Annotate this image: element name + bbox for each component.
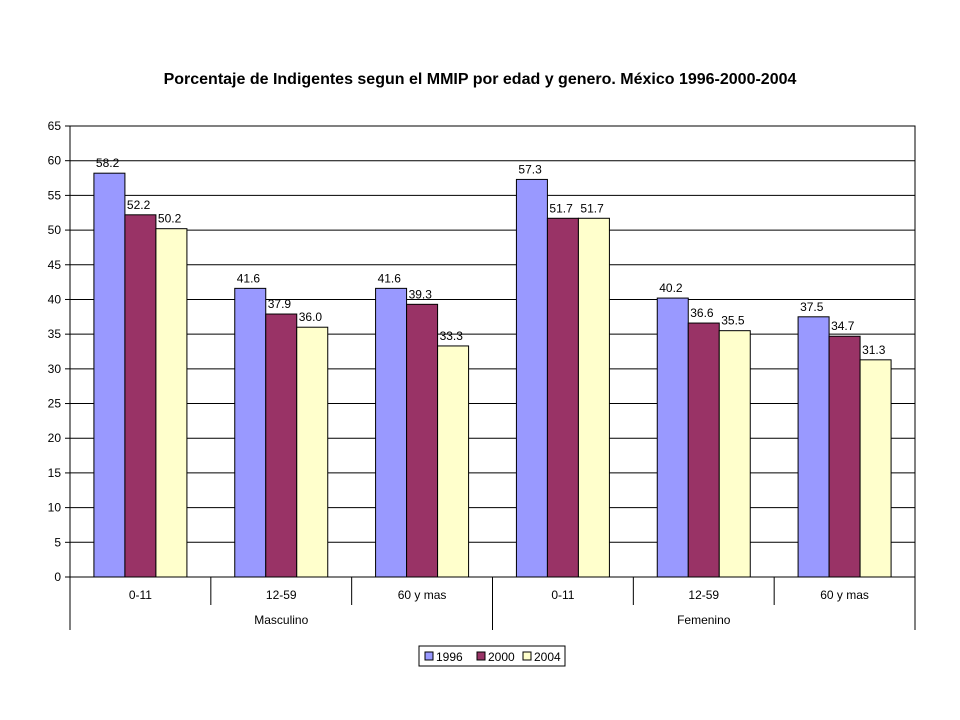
- bar-2004: [296, 326, 329, 578]
- bar-2004: [577, 217, 610, 578]
- data-label: 41.6: [237, 271, 261, 285]
- legend-swatch-1996: [424, 651, 434, 661]
- y-tick-label: 60: [48, 154, 62, 168]
- bar-2000: [406, 303, 439, 578]
- legend-label: 2004: [534, 650, 561, 664]
- data-label: 37.5: [800, 300, 824, 314]
- x-category-label: 0-11: [129, 588, 152, 602]
- bar-1996: [515, 178, 548, 578]
- x-category-label: 0-11: [551, 588, 574, 602]
- x-group-label: Masculino: [254, 613, 308, 627]
- data-label: 57.3: [518, 162, 542, 176]
- data-label: 36.0: [299, 310, 323, 324]
- data-label: 41.6: [378, 271, 402, 285]
- bar-1996: [93, 172, 126, 578]
- x-category-label: 12-59: [266, 588, 297, 602]
- data-label: 51.7: [549, 201, 573, 215]
- y-tick-label: 40: [48, 292, 62, 306]
- data-label: 50.2: [158, 212, 182, 226]
- y-tick-label: 50: [48, 223, 62, 237]
- bar-1996: [234, 287, 267, 578]
- y-tick-label: 30: [48, 362, 62, 376]
- bar-1996: [375, 287, 408, 578]
- bar-2000: [124, 214, 157, 578]
- y-tick-label: 5: [54, 535, 61, 549]
- plot-area: 0 5 10 15 20 25 30 35 40 45 50 55 60 65 58.2 52.2 50.2 41…: [48, 119, 916, 584]
- bar-2004: [718, 330, 751, 578]
- data-label: 51.7: [580, 201, 604, 215]
- data-label: 36.6: [690, 306, 714, 320]
- y-tick-label: 20: [48, 431, 62, 445]
- data-label: 39.3: [409, 287, 433, 301]
- bar-2004: [437, 345, 470, 578]
- data-label: 58.2: [96, 156, 120, 170]
- y-tick-label: 35: [48, 327, 62, 341]
- y-tick-label: 45: [48, 258, 62, 272]
- data-label: 40.2: [659, 281, 683, 295]
- plot-background: [69, 125, 916, 578]
- bar-2004: [859, 359, 892, 578]
- data-label: 35.5: [721, 314, 745, 328]
- legend-swatch-2000: [476, 651, 486, 661]
- bar-2004: [155, 228, 188, 578]
- bar-1996: [797, 316, 830, 578]
- y-tick-label: 25: [48, 397, 62, 411]
- x-category-label: 12-59: [688, 588, 719, 602]
- bar-2000: [546, 217, 579, 578]
- data-label: 33.3: [440, 329, 464, 343]
- bar-2000: [828, 335, 861, 578]
- y-tick-label: 15: [48, 466, 62, 480]
- data-label: 37.9: [268, 297, 292, 311]
- legend-label: 2000: [488, 650, 515, 664]
- x-category-label: 60 y mas: [398, 588, 447, 602]
- y-tick-label: 55: [48, 188, 62, 202]
- data-label: 31.3: [862, 343, 886, 357]
- legend-label: 1996: [436, 650, 463, 664]
- data-label: 52.2: [127, 198, 151, 212]
- x-category-label: 60 y mas: [820, 588, 869, 602]
- legend-swatch-2004: [522, 651, 532, 661]
- bar-1996: [656, 297, 689, 578]
- y-tick-label: 0: [54, 570, 61, 584]
- y-tick-label: 65: [48, 119, 62, 133]
- bar-2000: [687, 322, 720, 578]
- data-label: 34.7: [831, 319, 855, 333]
- legend-box: [418, 645, 566, 667]
- bar-2000: [265, 313, 298, 578]
- x-axis-table: 0-11 12-59 60 y mas 0-11 12-59 60 y mas Mascul…: [69, 577, 916, 630]
- legend: 1996 2000 2004: [418, 645, 566, 667]
- chart-title: Porcentaje de Indigentes segun el MMIP p…: [164, 71, 797, 88]
- y-tick-label: 10: [48, 501, 62, 515]
- x-group-label: Femenino: [677, 613, 731, 627]
